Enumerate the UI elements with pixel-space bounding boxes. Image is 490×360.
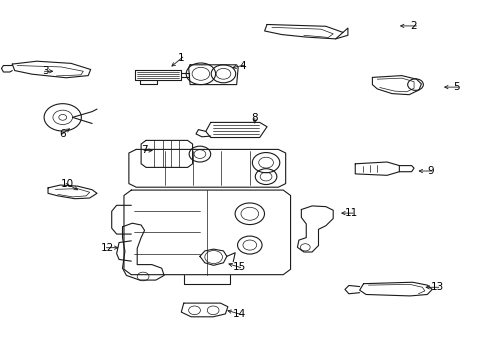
Text: 13: 13: [430, 282, 444, 292]
Text: 15: 15: [232, 262, 246, 272]
Text: 2: 2: [411, 21, 417, 31]
Text: 8: 8: [251, 113, 258, 123]
Text: 10: 10: [61, 179, 74, 189]
Text: 9: 9: [427, 166, 434, 176]
Text: 11: 11: [345, 208, 359, 218]
Text: 3: 3: [42, 66, 49, 76]
Text: 7: 7: [141, 145, 148, 156]
Text: 5: 5: [453, 82, 460, 92]
Text: 12: 12: [101, 243, 115, 253]
Text: 4: 4: [239, 60, 246, 71]
Text: 14: 14: [232, 309, 246, 319]
Text: 1: 1: [178, 53, 185, 63]
Text: 6: 6: [59, 129, 66, 139]
